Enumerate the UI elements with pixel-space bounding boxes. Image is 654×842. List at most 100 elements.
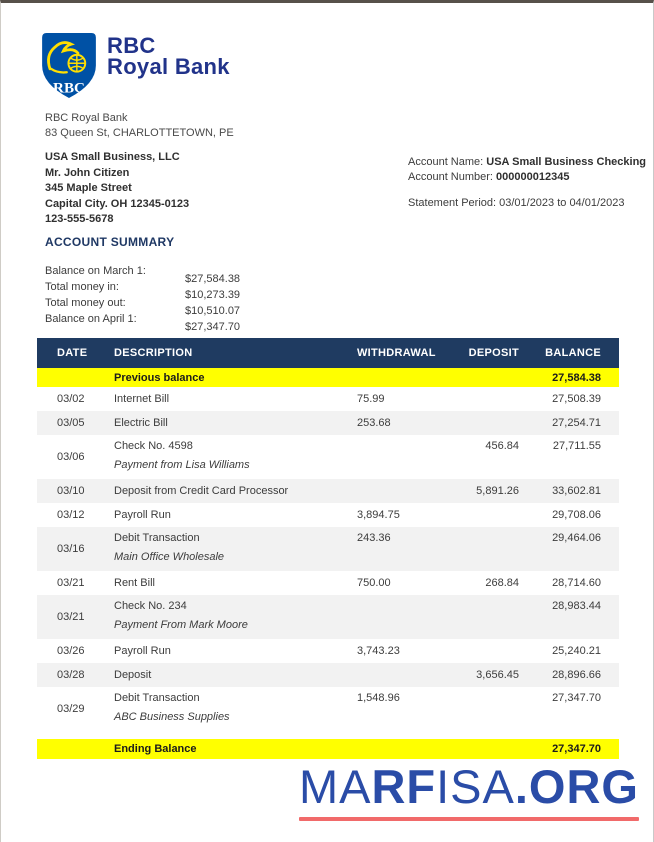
description-detail-line: ABC Business Supplies — [114, 711, 230, 723]
cell-withdrawal: 1,548.96 — [357, 692, 400, 704]
watermark-text-part: RF — [371, 760, 437, 813]
description-detail-line: Payment From Mark Moore — [114, 619, 248, 631]
table-row: 03/16 Debit Transaction Main Office Wholes… — [37, 527, 619, 571]
ending-balance-amount: 27,347.70 — [552, 743, 601, 755]
description-detail-line: Main Office Wholesale — [114, 551, 225, 563]
table-row: 03/26 Payroll Run 3,743.23 25,240.21 — [37, 639, 619, 663]
watermark-underline — [298, 817, 639, 821]
cell-deposit: 3,656.45 — [476, 669, 519, 681]
previous-balance-row: Previous balance 27,584.38 — [37, 368, 619, 387]
watermark-text-part: .ORG — [514, 760, 639, 813]
watermark-text-part: ISA — [436, 760, 515, 813]
cell-date: 03/06 — [57, 451, 85, 463]
summary-labels: Balance on March 1: Total money in: Total … — [45, 263, 185, 335]
cell-withdrawal: 243.36 — [357, 532, 391, 544]
cell-deposit: 456.84 — [485, 440, 519, 452]
description-line: Electric Bill — [114, 417, 168, 429]
col-header-deposit: DEPOSIT — [468, 347, 519, 359]
wordmark-line2: Royal Bank — [107, 54, 230, 79]
cell-balance: 33,602.81 — [552, 485, 601, 497]
description-line: Internet Bill — [114, 393, 170, 405]
cell-date: 03/16 — [57, 543, 85, 555]
account-info-block: Account Name: USA Small Business Checkin… — [408, 155, 646, 211]
transactions-table: DATE DESCRIPTION WITHDRAWAL DEPOSIT BALA… — [37, 338, 619, 759]
ending-balance-label: Ending Balance — [114, 743, 197, 755]
cell-description: Payroll Run — [107, 645, 346, 657]
cell-deposit: 5,891.26 — [476, 485, 519, 497]
summary-value: $27,347.70 — [185, 321, 241, 333]
table-row: 03/21 Rent Bill 750.00 268.84 28,714.60 — [37, 571, 619, 595]
cell-date: 03/28 — [57, 669, 85, 681]
cell-balance: 29,464.06 — [552, 532, 601, 544]
table-row: 03/21 Check No. 234 Payment From Mark Moor… — [37, 595, 619, 639]
col-header-date: DATE — [57, 347, 88, 359]
cell-date: 03/12 — [57, 509, 85, 521]
account-summary: Balance on March 1: Total money in: Total … — [45, 263, 240, 335]
cell-description: Rent Bill — [107, 577, 346, 589]
account-name-row: Account Name: USA Small Business Checkin… — [408, 155, 646, 170]
previous-balance-amount: 27,584.38 — [552, 371, 601, 384]
summary-label: Balance on April 1: — [45, 313, 137, 325]
col-header-balance: BALANCE — [545, 347, 601, 359]
description-line: Check No. 4598 — [114, 440, 193, 452]
summary-label: Total money in: — [45, 281, 119, 293]
branch-address-line2: 83 Queen St, CHARLOTTETOWN, PE — [45, 127, 234, 139]
branch-address-line1: RBC Royal Bank — [45, 112, 128, 124]
cell-date: 03/26 — [57, 645, 85, 657]
account-summary-title: ACCOUNT SUMMARY — [45, 235, 175, 249]
customer-address-line: 123-555-5678 — [45, 213, 114, 225]
table-row: 03/12 Payroll Run 3,894.75 29,708.06 — [37, 503, 619, 527]
cell-description: Debit Transaction Main Office Wholesale — [107, 532, 346, 563]
summary-value: $27,584.38 — [185, 273, 241, 285]
cell-withdrawal: 3,743.23 — [357, 645, 400, 657]
cell-date: 03/02 — [57, 393, 85, 405]
cell-date: 03/05 — [57, 417, 85, 429]
description-detail-line: Payment from Lisa Williams — [114, 459, 250, 471]
description-line: Payroll Run — [114, 645, 171, 657]
summary-label: Balance on March 1: — [45, 265, 146, 277]
account-number-row: Account Number: 000000012345 — [408, 170, 646, 185]
account-name-label: Account Name: — [408, 156, 487, 168]
cell-description: Deposit from Credit Card Processor — [107, 485, 346, 497]
description-line: Deposit from Credit Card Processor — [114, 485, 289, 497]
account-number-value: 000000012345 — [496, 171, 570, 183]
description-line: Deposit — [114, 669, 152, 681]
table-row: 03/06 Check No. 4598 Payment from Lisa Wil… — [37, 435, 619, 479]
cell-date: 03/10 — [57, 485, 85, 497]
watermark: MARFISA.ORG — [298, 760, 639, 821]
customer-address-line: USA Small Business, LLC — [45, 151, 180, 163]
cell-balance: 27,711.55 — [552, 440, 601, 452]
cell-date: 03/29 — [57, 703, 85, 715]
rbc-shield-logo-icon: RBC — [42, 33, 96, 98]
bank-brand-header: RBC RBC Royal Bank — [41, 31, 230, 100]
transaction-rows: 03/02 Internet Bill 75.99 27,508.39 03/05 Ele… — [37, 387, 619, 731]
cell-description: Check No. 234 Payment From Mark Moore — [107, 600, 346, 631]
table-row: 03/29 Debit Transaction ABC Business Suppl… — [37, 687, 619, 731]
account-name-value: USA Small Business Checking — [486, 156, 647, 168]
cell-balance: 28,983.44 — [552, 600, 601, 612]
branch-address: RBC Royal Bank 83 Queen St, CHARLOTTETOW… — [45, 111, 234, 141]
ending-balance-row: Ending Balance 27,347.70 — [37, 739, 619, 759]
table-row: 03/10 Deposit from Credit Card Processor 5… — [37, 479, 619, 503]
cell-withdrawal: 253.68 — [357, 417, 391, 429]
cell-description: Internet Bill — [107, 393, 346, 405]
account-number-label: Account Number: — [408, 171, 497, 183]
table-row: 03/02 Internet Bill 75.99 27,508.39 — [37, 387, 619, 411]
cell-balance: 28,896.66 — [552, 669, 601, 681]
cell-description: Debit Transaction ABC Business Supplies — [107, 692, 346, 723]
cell-withdrawal: 3,894.75 — [357, 509, 400, 521]
watermark-text-part: MA — [298, 760, 372, 813]
cell-balance: 25,240.21 — [552, 645, 601, 657]
description-line: Rent Bill — [114, 577, 155, 589]
statement-period: Statement Period: 03/01/2023 to 04/01/20… — [408, 197, 625, 209]
col-header-withdrawal: WITHDRAWAL — [357, 347, 436, 359]
cell-description: Electric Bill — [107, 417, 346, 429]
summary-value: $10,510.07 — [185, 305, 241, 317]
customer-address-line: Mr. John Citizen — [45, 166, 130, 179]
cell-balance: 27,254.71 — [552, 417, 601, 429]
cell-deposit: 268.84 — [485, 577, 519, 589]
previous-balance-label: Previous balance — [114, 371, 205, 384]
description-line: Payroll Run — [114, 509, 171, 521]
table-row: 03/05 Electric Bill 253.68 27,254.71 — [37, 411, 619, 435]
